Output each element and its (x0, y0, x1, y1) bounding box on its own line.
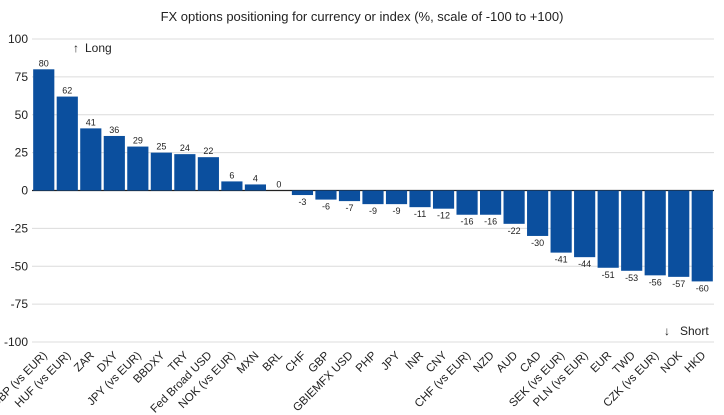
bar (503, 190, 525, 224)
data-label: 22 (203, 146, 213, 156)
bar (80, 128, 102, 191)
data-label: -60 (696, 283, 709, 293)
bar (597, 190, 619, 268)
category-label: NOK (659, 349, 685, 375)
data-label: -30 (531, 238, 544, 248)
bar (127, 146, 149, 191)
bar (621, 190, 643, 271)
category-label: ZAR (72, 350, 97, 375)
category-label: NZD (472, 350, 497, 375)
bar (432, 190, 455, 209)
y-tick-label: -50 (11, 259, 29, 273)
bar (362, 190, 384, 205)
category-label: BRL (261, 349, 286, 374)
y-tick-label: -100 (4, 335, 28, 349)
data-label: -16 (461, 217, 474, 227)
data-label: 6 (229, 170, 234, 180)
data-label: -51 (602, 270, 615, 280)
data-label: -11 (414, 209, 426, 219)
annotations: ↑ Long ↓ Short (73, 41, 709, 338)
y-axis-ticks: 100 75 50 25 0 -25 -50 -75 -100 (4, 32, 28, 349)
data-label: 36 (109, 125, 119, 135)
y-tick-label: 50 (15, 108, 29, 122)
short-annotation: Short (680, 324, 709, 338)
bar (291, 190, 314, 196)
data-label: -56 (649, 277, 662, 287)
data-label: 25 (156, 142, 166, 152)
data-label: 80 (39, 58, 49, 68)
category-label: EUR (589, 350, 615, 376)
data-label: 29 (133, 136, 143, 146)
bar (221, 181, 243, 191)
bar (456, 190, 478, 215)
data-label: -9 (393, 206, 401, 216)
data-label: -57 (672, 279, 685, 289)
y-tick-label: 25 (15, 146, 29, 160)
data-label: 41 (86, 117, 96, 127)
bar (56, 96, 78, 191)
chart-title: FX options positioning for currency or i… (161, 9, 564, 24)
data-label: 24 (180, 143, 190, 153)
category-label: PHP (354, 349, 379, 374)
y-tick-label: -25 (11, 221, 29, 235)
bar (409, 190, 431, 208)
bar (574, 190, 596, 258)
bar (174, 154, 196, 191)
data-labels: 80 62 41 36 29 25 24 22 6 4 0 -3 -6 -7 -9 -9 -11 -12 -16 -1… (39, 58, 709, 293)
short-arrow-icon: ↓ (664, 324, 670, 338)
category-label: MXN (235, 350, 262, 377)
category-label: INR (404, 350, 426, 372)
category-label: CHF (283, 350, 308, 375)
data-label: 4 (253, 173, 258, 183)
data-label: -7 (345, 203, 353, 213)
bar (644, 190, 666, 276)
y-tick-label: 75 (15, 70, 29, 84)
bar (244, 184, 266, 191)
bar (315, 190, 337, 200)
bar (550, 190, 572, 253)
long-arrow-icon: ↑ (73, 41, 79, 55)
data-label: -3 (298, 197, 306, 207)
long-annotation: Long (85, 41, 112, 55)
y-tick-label: -75 (11, 297, 29, 311)
data-label: -44 (578, 259, 591, 269)
data-label: -9 (369, 206, 377, 216)
bar (480, 190, 502, 215)
bars (33, 69, 713, 282)
bar (385, 190, 408, 205)
bar (150, 152, 172, 191)
data-label: -6 (322, 202, 330, 212)
data-label: -22 (508, 226, 521, 236)
data-label: 62 (62, 86, 72, 96)
y-tick-label: 100 (8, 32, 28, 46)
data-label: 0 (276, 180, 281, 190)
bar (668, 190, 690, 277)
data-label: -12 (437, 211, 450, 221)
data-label: -53 (625, 273, 638, 283)
bar (691, 190, 713, 282)
category-label: HKD (683, 350, 709, 376)
bar (103, 135, 125, 191)
data-label: -16 (484, 217, 497, 227)
bar (527, 190, 549, 236)
bar (33, 69, 55, 191)
y-tick-label: 0 (21, 184, 28, 198)
bar (197, 157, 219, 191)
data-label: -41 (555, 255, 568, 265)
category-label: JPY (379, 349, 403, 373)
bar (338, 190, 361, 202)
category-label: AUD (495, 350, 521, 376)
